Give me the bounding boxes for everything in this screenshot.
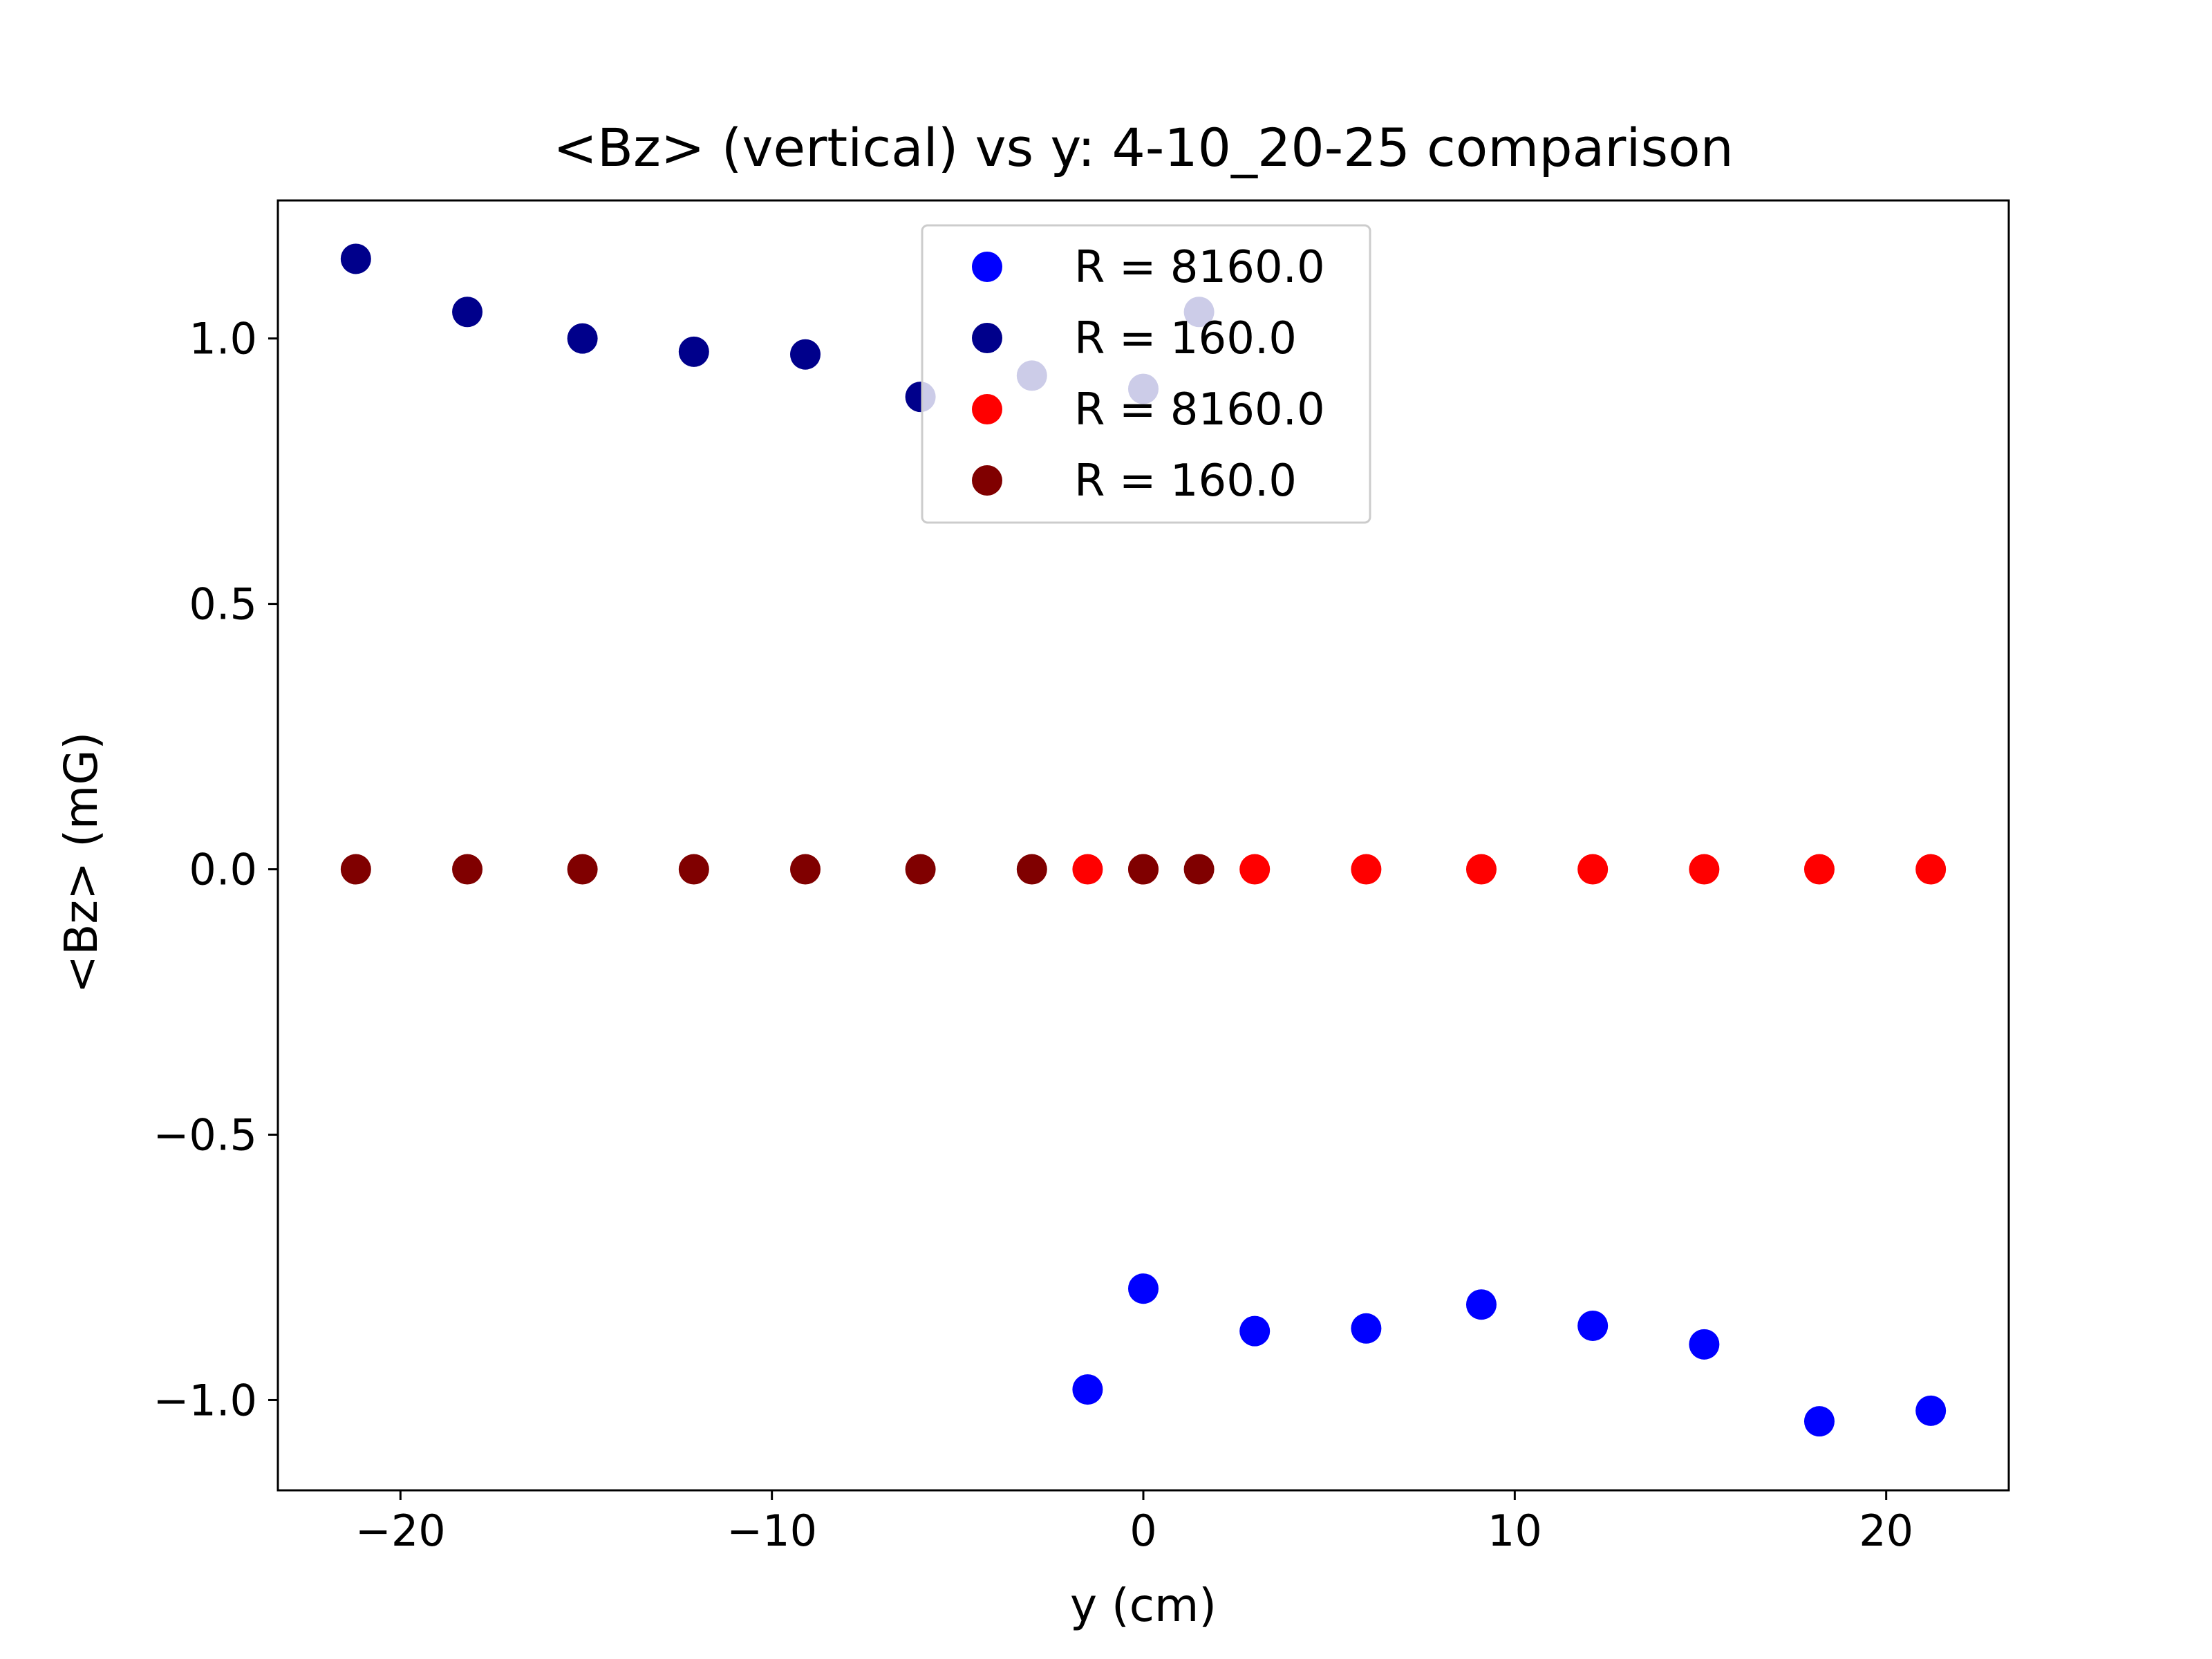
scatter-point [1239,854,1271,885]
scatter-point [1016,854,1047,885]
scatter-point [567,323,598,354]
scatter-point [1803,1406,1835,1437]
scatter-point [1128,854,1159,885]
scatter-point [678,854,709,885]
scatter-point [1689,1329,1720,1360]
chart-title: <Bz> (vertical) vs y: 4-10_20-25 compari… [553,117,1734,178]
y-tick-label: 0.5 [189,579,257,630]
scatter-point [678,336,709,367]
y-axis-label: <Bz> (mG) [55,732,108,993]
x-tick-label: 10 [1488,1506,1542,1556]
plot-area [340,243,1947,1437]
scatter-point [1239,1315,1271,1347]
scatter-point [1803,854,1835,885]
legend-label: R = 160.0 [1074,456,1297,507]
legend-label: R = 8160.0 [1074,242,1325,293]
legend-box [921,224,1371,524]
legend-marker [972,252,1002,282]
scatter-point [1351,854,1382,885]
scatter-point [1465,1289,1497,1320]
scatter-point [1577,1310,1609,1341]
legend: R = 8160.0 R = 160.0 R = 8160.0 R = 160.0 [921,224,1371,524]
y-tick-label: −1.0 [153,1375,257,1425]
scatter-point [452,854,483,885]
scatter-point [340,854,371,885]
y-tick-label: −0.5 [153,1110,257,1161]
legend-marker [972,394,1002,424]
x-tick-label: −10 [727,1506,817,1556]
scatter-point [567,854,598,885]
scatter-point [790,339,821,370]
legend-label: R = 160.0 [1074,313,1297,364]
x-tick-label: −20 [355,1506,446,1556]
scatter-point [790,854,821,885]
x-axis-label: y (cm) [1070,1579,1217,1632]
scatter-point [1465,854,1497,885]
scatter-point [1915,1395,1947,1426]
scatter-point [1915,854,1947,885]
y-tick-label: 0.0 [189,845,257,895]
legend-marker [972,465,1002,496]
scatter-point [1072,1374,1103,1405]
scatter-point [1128,1273,1159,1304]
scatter-point [1351,1313,1382,1344]
legend-marker [972,323,1002,353]
y-tick-label: 1.0 [189,314,257,364]
scatter-point [1072,854,1103,885]
x-tick-label: 20 [1859,1506,1913,1556]
scatter-point [1689,854,1720,885]
legend-label: R = 8160.0 [1074,384,1325,435]
x-tick-label: 0 [1130,1506,1156,1556]
scatter-point [340,243,371,274]
scatter-point [452,297,483,328]
scatter-point [1183,854,1215,885]
axes: −20 −10 0 10 20 −1.0 −0.5 0.0 0.5 1.0 [153,199,2010,1556]
scatter-point [905,854,936,885]
scatter-point [1577,854,1609,885]
